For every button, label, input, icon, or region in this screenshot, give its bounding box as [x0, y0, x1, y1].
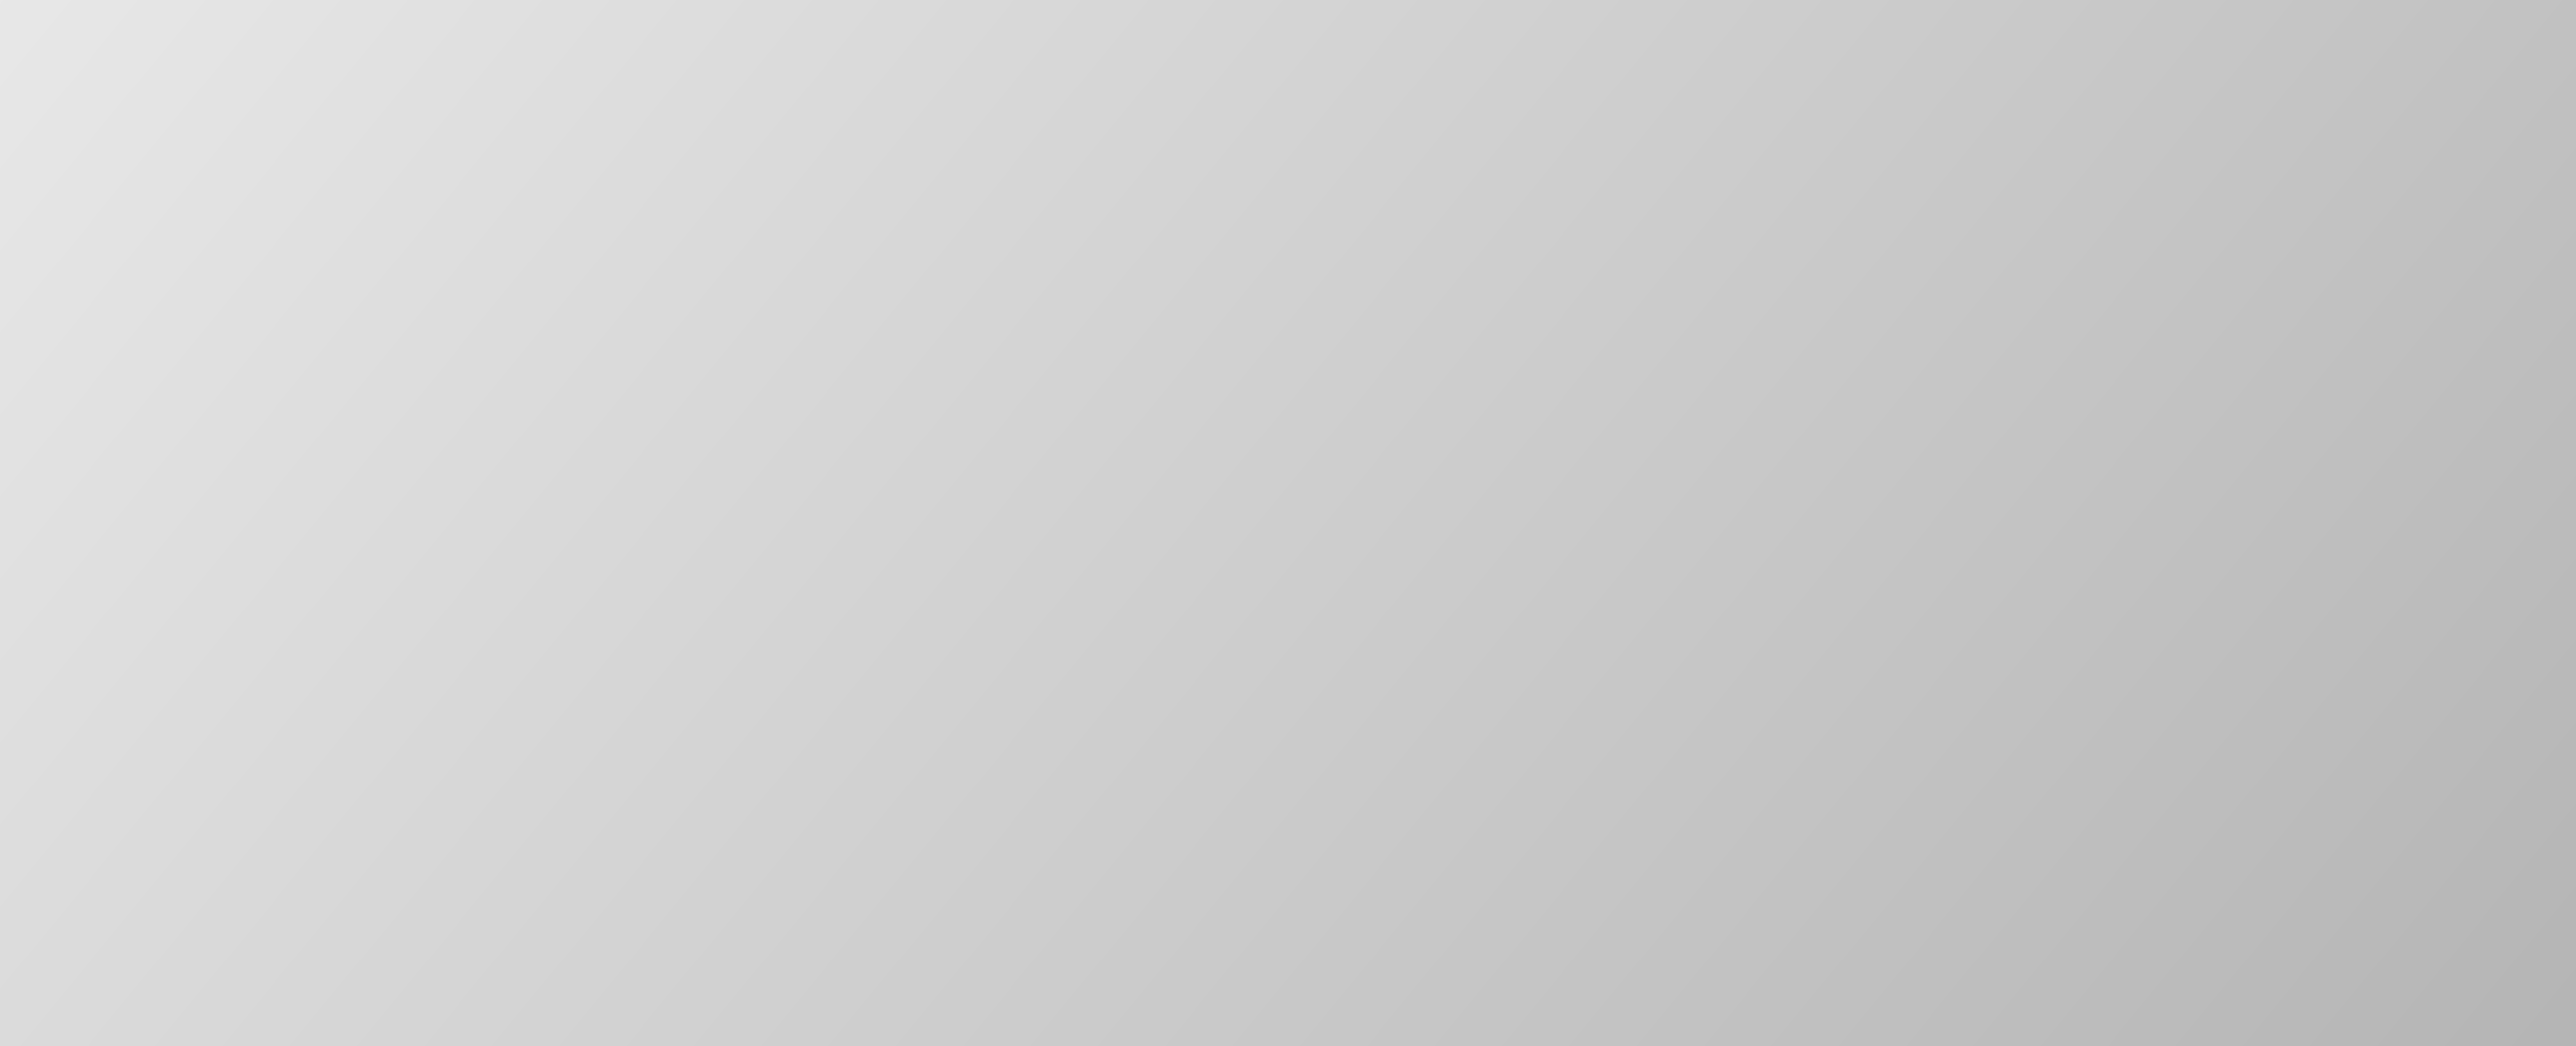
Text: Directions:: Directions:	[371, 623, 647, 666]
Text: 2.  What is the next term in the sequence?: 2. What is the next term in the sequence…	[371, 410, 1321, 453]
Text: 3, 4, 6, 9,: 3, 4, 6, 9,	[762, 301, 987, 344]
Text: 3.   2+ 7 x 3 – 5: 3. 2+ 7 x 3 – 5	[371, 721, 701, 763]
Text: 14, 11, 8, 5,: 14, 11, 8, 5,	[762, 523, 1043, 566]
Text: 1.  What is the next term in the sequence?: 1. What is the next term in the sequence…	[371, 188, 1321, 231]
Text: 4.   3 x 4 ÷ (7 – 5) – 12 ÷ 4: 4. 3 x 4 ÷ (7 – 5) – 12 ÷ 4	[371, 790, 933, 831]
Text: Perform the indicated operations.: Perform the indicated operations.	[567, 623, 1340, 666]
Text: 5.   30 – 2 x 3² + 2: 5. 30 – 2 x 3² + 2	[371, 858, 757, 900]
